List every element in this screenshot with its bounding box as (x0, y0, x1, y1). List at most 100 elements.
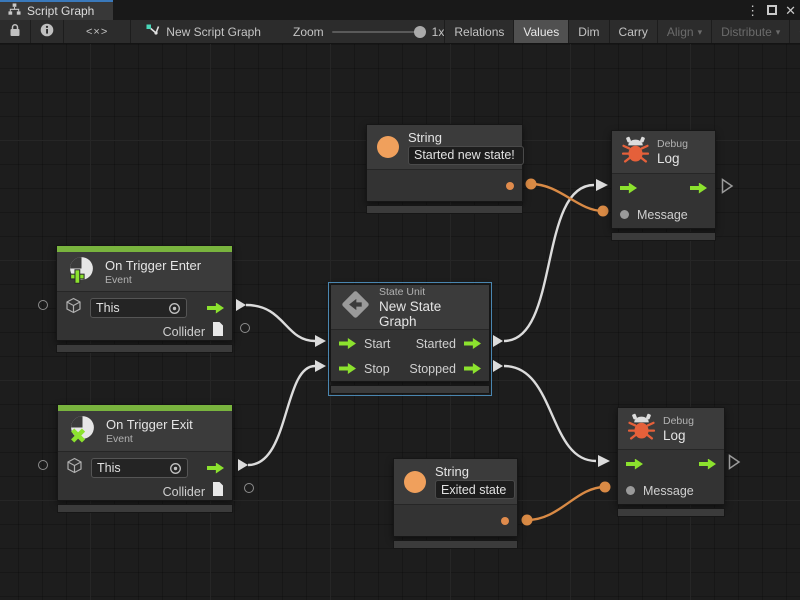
trigger-exit-flow-out-port[interactable] (238, 459, 248, 471)
message-input-port[interactable] (620, 210, 629, 219)
node-title: String (435, 464, 469, 479)
flow-input-port[interactable] (626, 458, 643, 470)
state-started-out-port[interactable] (493, 335, 503, 347)
menu-icon[interactable]: ⋮ (746, 2, 760, 18)
debug-bottom-flow-out-port[interactable] (728, 454, 741, 475)
message-label: Message (643, 483, 694, 498)
started-output-port[interactable] (464, 338, 481, 349)
node-string-top[interactable]: String (366, 124, 524, 214)
flow-output-port[interactable] (690, 182, 707, 194)
stop-input-port[interactable] (339, 363, 356, 374)
trigger-enter-flow-out-port[interactable] (236, 299, 246, 311)
carry-button[interactable]: Carry (608, 20, 657, 43)
debug-top-flow-out-port[interactable] (721, 178, 734, 199)
zoom-label: Zoom (292, 24, 324, 39)
start-input-port[interactable] (339, 338, 356, 349)
relations-button[interactable]: Relations (444, 20, 513, 43)
stopped-label: Stopped (409, 361, 456, 376)
tab-script-graph[interactable]: Script Graph (0, 0, 113, 20)
window-controls: ⋮ ✕ (746, 0, 796, 20)
node-title: String (408, 129, 442, 145)
arrowhead-debug-bottom-in (598, 455, 610, 467)
string-type-icon (377, 136, 399, 158)
stopped-output-port[interactable] (464, 363, 481, 374)
flow-input-port[interactable] (620, 182, 637, 194)
node-on-trigger-exit[interactable]: On Trigger Exit Event This (57, 404, 233, 513)
node-footer (57, 504, 233, 513)
info-button[interactable] (31, 20, 64, 43)
port-dot-string-top-out (525, 178, 537, 190)
zoom-control: Zoom 1x (271, 20, 444, 43)
trigger-enter-collider-out-port[interactable] (240, 323, 250, 333)
collider-file-icon (212, 482, 224, 501)
tab-title: Script Graph (27, 4, 95, 18)
node-state-unit[interactable]: State Unit New State Graph Start Started… (328, 282, 492, 396)
target-object-field[interactable]: This (90, 298, 187, 318)
distribute-button[interactable]: Distribute ▾ (711, 20, 789, 43)
trigger-exit-collider-out-port[interactable] (244, 483, 254, 493)
trigger-exit-icon (68, 414, 97, 448)
node-category: Debug (663, 414, 694, 427)
gameobject-cube-icon (65, 297, 82, 319)
flow-output-port[interactable] (207, 302, 224, 314)
overview-button[interactable]: Overview (789, 20, 800, 43)
graph-canvas[interactable]: String (0, 44, 800, 600)
trigger-enter-icon (67, 255, 96, 289)
wire-exit-to-stop (247, 364, 316, 467)
gameobject-cube-icon (66, 457, 83, 479)
close-icon[interactable]: ✕ (785, 2, 796, 18)
graph-name-label: New Script Graph (166, 24, 261, 39)
dim-button[interactable]: Dim (568, 20, 608, 43)
string-output-port[interactable] (501, 517, 509, 525)
node-subtitle: Event (106, 433, 133, 445)
node-footer (393, 540, 518, 549)
wire-stopped-to-debug-bottom (503, 364, 597, 463)
string-output-port[interactable] (506, 182, 514, 190)
align-button[interactable]: Align ▾ (656, 20, 711, 43)
node-title: On Trigger Exit (106, 417, 193, 432)
flow-output-port[interactable] (207, 462, 224, 474)
zoom-slider[interactable] (331, 25, 426, 38)
string-type-icon (404, 470, 426, 493)
started-label: Started (415, 336, 456, 351)
node-debug-top[interactable]: Debug Log Message (611, 130, 716, 241)
bug-icon (621, 136, 650, 168)
target-object-field[interactable]: This (91, 458, 188, 478)
trigger-exit-self-port[interactable] (38, 460, 48, 470)
node-footer (611, 232, 716, 241)
object-picker-icon (170, 462, 181, 474)
node-on-trigger-enter[interactable]: On Trigger Enter Event This (56, 245, 233, 353)
state-unit-icon (341, 290, 370, 324)
zoom-slider-handle[interactable] (413, 25, 426, 38)
start-label: Start (364, 336, 391, 351)
code-view-button[interactable]: <×> (64, 20, 132, 43)
message-input-port[interactable] (626, 486, 635, 495)
node-subtitle: Event (105, 273, 132, 286)
wire-string-top-to-message (530, 182, 604, 213)
maximize-icon[interactable] (767, 5, 778, 15)
chevron-down-icon: ▾ (697, 26, 703, 37)
values-button[interactable]: Values (513, 20, 569, 43)
state-stopped-out-port[interactable] (493, 360, 503, 372)
arrowhead-stop-in (315, 360, 326, 372)
string-value-field[interactable] (408, 145, 524, 165)
node-footer (617, 508, 725, 517)
arrowhead-start-in (315, 335, 326, 347)
node-footer (330, 385, 490, 394)
string-value-field[interactable] (435, 480, 515, 499)
flow-output-port[interactable] (699, 458, 716, 470)
lock-button[interactable] (0, 20, 31, 43)
view-options: Relations Values Dim Carry Align ▾ Distri… (444, 20, 800, 43)
code-icon: <×> (86, 25, 109, 38)
node-string-bottom[interactable]: String (393, 458, 518, 549)
tab-bar: Script Graph ⋮ ✕ (0, 0, 800, 20)
chevron-down-icon: ▾ (775, 26, 781, 37)
stop-label: Stop (364, 361, 390, 376)
arrowhead-debug-top-in (596, 179, 608, 191)
trigger-enter-self-port[interactable] (38, 300, 48, 310)
node-debug-bottom[interactable]: Debug Log Message (617, 407, 725, 517)
node-category: State Unit (379, 285, 426, 298)
port-dot-string-bottom-out (521, 514, 533, 526)
node-footer (56, 344, 233, 353)
graph-hierarchy-icon (8, 3, 21, 19)
